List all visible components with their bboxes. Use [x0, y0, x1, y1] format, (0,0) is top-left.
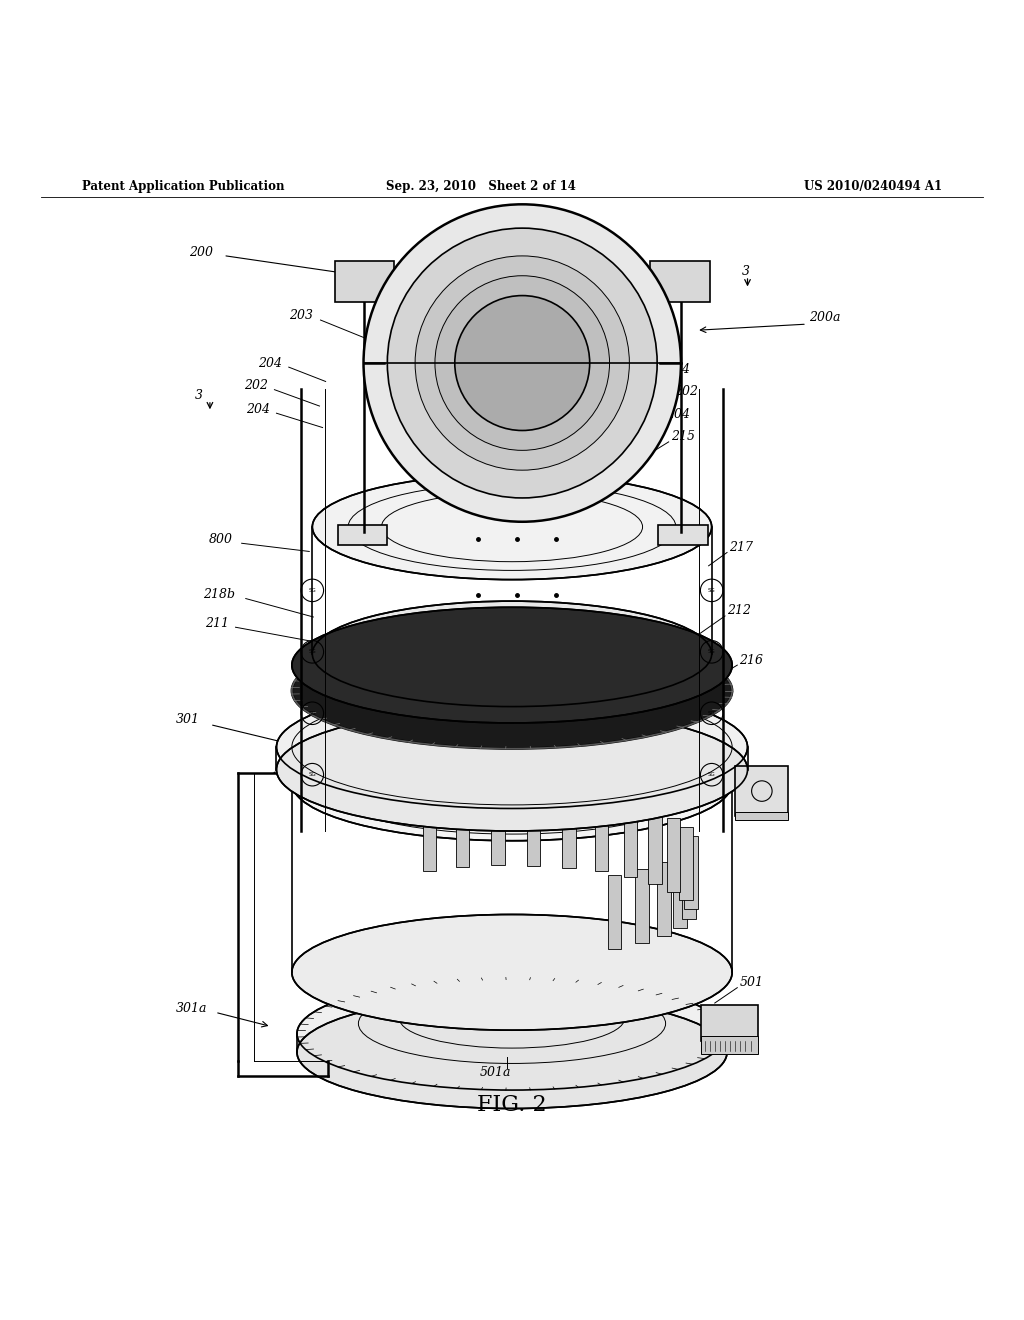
- Ellipse shape: [312, 474, 712, 579]
- Bar: [338, 525, 387, 545]
- Text: 215: 215: [671, 430, 694, 444]
- Text: 216: 216: [739, 653, 763, 667]
- Bar: [701, 1005, 758, 1041]
- Text: FIG. 2: FIG. 2: [477, 1094, 547, 1117]
- Ellipse shape: [276, 685, 748, 808]
- Bar: [735, 767, 788, 816]
- FancyBboxPatch shape: [682, 845, 695, 919]
- Bar: [650, 260, 710, 301]
- Text: US 2010/0240494 A1: US 2010/0240494 A1: [804, 181, 942, 194]
- Text: 203: 203: [289, 309, 312, 322]
- Text: 200: 200: [189, 246, 213, 259]
- Ellipse shape: [415, 256, 630, 470]
- FancyBboxPatch shape: [679, 826, 692, 900]
- FancyBboxPatch shape: [624, 803, 637, 876]
- Ellipse shape: [292, 915, 732, 1030]
- Bar: [735, 812, 788, 820]
- Text: 204: 204: [258, 356, 282, 370]
- Text: 211: 211: [205, 616, 228, 630]
- Text: 501a: 501a: [479, 1067, 511, 1080]
- FancyBboxPatch shape: [635, 870, 648, 942]
- Ellipse shape: [364, 205, 681, 521]
- Text: 201: 201: [514, 252, 538, 265]
- Ellipse shape: [297, 977, 727, 1090]
- Text: 200a: 200a: [809, 312, 841, 325]
- Text: SG: SG: [708, 587, 716, 593]
- Text: 301: 301: [176, 713, 200, 726]
- Text: 3: 3: [195, 389, 203, 403]
- Ellipse shape: [455, 296, 590, 430]
- Ellipse shape: [292, 725, 732, 841]
- Text: 203: 203: [568, 318, 592, 330]
- FancyBboxPatch shape: [684, 836, 697, 909]
- Text: 800: 800: [209, 533, 232, 545]
- FancyBboxPatch shape: [608, 875, 622, 949]
- Text: SG: SG: [708, 772, 716, 777]
- Ellipse shape: [387, 228, 657, 498]
- FancyBboxPatch shape: [595, 797, 608, 871]
- Text: 204: 204: [246, 403, 269, 416]
- Bar: [701, 1036, 758, 1055]
- Text: SG: SG: [308, 710, 316, 715]
- Ellipse shape: [276, 708, 748, 832]
- Ellipse shape: [292, 632, 732, 748]
- Ellipse shape: [312, 601, 712, 706]
- Text: 301a: 301a: [176, 1002, 208, 1015]
- Text: SG: SG: [708, 710, 716, 715]
- FancyBboxPatch shape: [456, 793, 469, 867]
- FancyBboxPatch shape: [423, 797, 436, 870]
- Text: 212: 212: [727, 605, 751, 618]
- Text: 204: 204: [666, 363, 689, 376]
- FancyBboxPatch shape: [648, 810, 662, 883]
- Text: 217: 217: [729, 541, 753, 554]
- Text: 204: 204: [666, 408, 689, 421]
- FancyBboxPatch shape: [657, 862, 671, 936]
- Ellipse shape: [297, 995, 727, 1109]
- Text: 501: 501: [739, 975, 763, 989]
- FancyBboxPatch shape: [673, 854, 686, 928]
- FancyBboxPatch shape: [527, 792, 541, 866]
- Text: SG: SG: [308, 772, 316, 777]
- FancyBboxPatch shape: [667, 818, 680, 891]
- Ellipse shape: [292, 607, 732, 723]
- Bar: [335, 260, 394, 301]
- Text: Sep. 23, 2010   Sheet 2 of 14: Sep. 23, 2010 Sheet 2 of 14: [386, 181, 577, 194]
- FancyBboxPatch shape: [492, 792, 505, 866]
- Text: Patent Application Publication: Patent Application Publication: [82, 181, 285, 194]
- Ellipse shape: [435, 276, 609, 450]
- Text: SG: SG: [308, 649, 316, 655]
- Text: 202: 202: [674, 385, 697, 399]
- Text: SG: SG: [308, 587, 316, 593]
- Bar: [658, 525, 708, 545]
- Text: 202: 202: [244, 379, 267, 392]
- Text: 3: 3: [741, 265, 750, 279]
- FancyBboxPatch shape: [562, 793, 575, 867]
- Text: 218b: 218b: [203, 587, 234, 601]
- Text: SG: SG: [708, 649, 716, 655]
